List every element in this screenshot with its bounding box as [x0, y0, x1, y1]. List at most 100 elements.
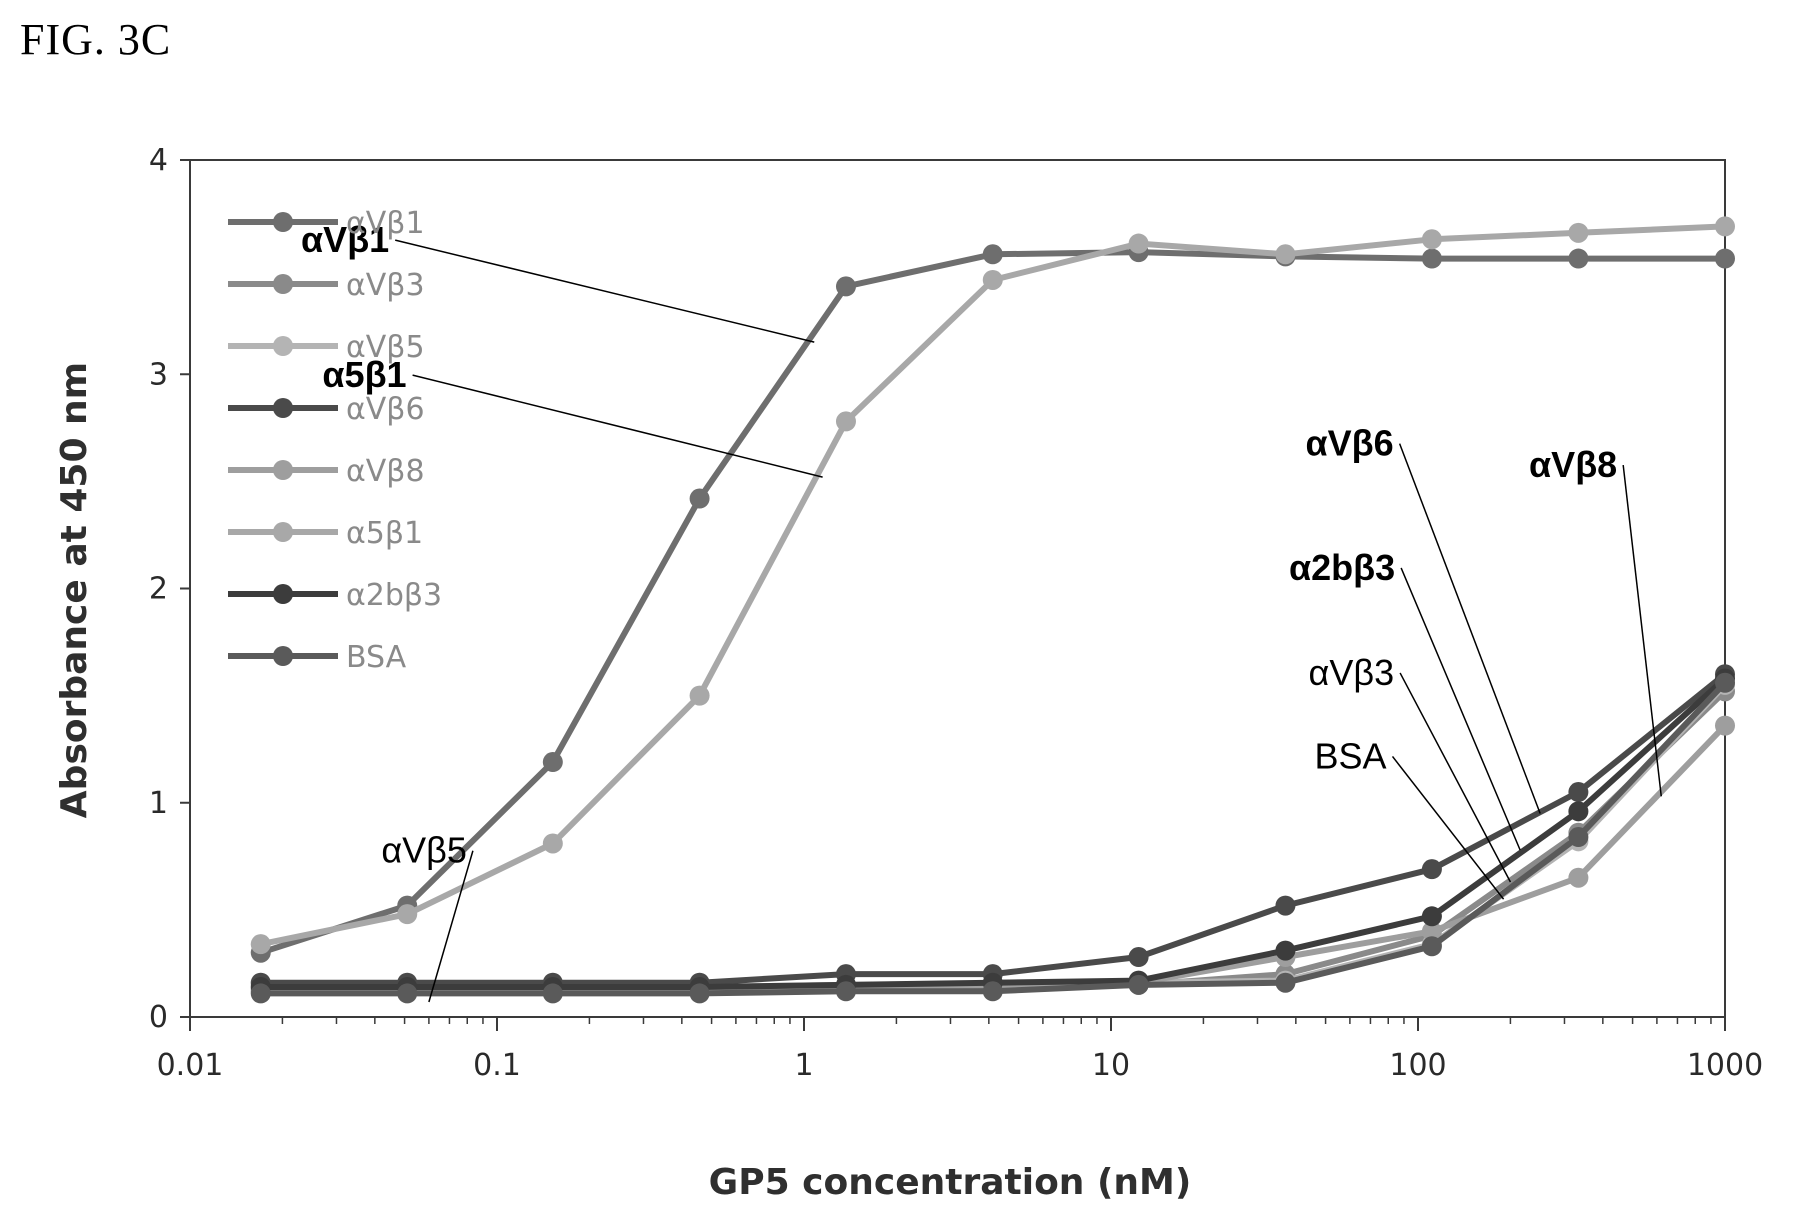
x-tick-label: 1000 [1687, 1048, 1763, 1083]
callout: αVβ5 [381, 830, 474, 1003]
callout-leader-line [412, 374, 823, 478]
callout-leader-line [1398, 443, 1541, 814]
data-point [1128, 233, 1149, 254]
legend-label: αVβ1 [346, 206, 425, 241]
figure-label: FIG. 3C [20, 15, 172, 64]
callout: αVβ8 [1529, 444, 1663, 797]
data-point [1421, 859, 1442, 880]
callout-leader-line [1400, 567, 1521, 851]
legend-item: αVβ5 [228, 330, 425, 365]
series-lines [250, 216, 1735, 1004]
callout-label: α5β1 [322, 354, 406, 395]
callout-label: αVβ6 [1305, 423, 1393, 464]
legend-label: αVβ6 [346, 392, 425, 427]
y-axis-title: Absorbance at 450 nm [54, 362, 95, 818]
data-point [689, 685, 710, 706]
data-point [1715, 216, 1735, 237]
data-point [1715, 248, 1735, 269]
legend-label: α5β1 [346, 516, 423, 551]
y-tick-label: 1 [149, 786, 168, 821]
legend-item: BSA [228, 640, 407, 675]
legend-swatch-marker [273, 398, 293, 418]
series-line [260, 680, 1728, 997]
data-point [1568, 801, 1589, 822]
legend-swatch-marker [273, 212, 293, 232]
axis-ticks: 0 1 2 3 4 0.01 0.1 1 10 100 1000 [149, 143, 1763, 1083]
data-point [1421, 921, 1442, 942]
series-line [259, 249, 1725, 956]
data-point [689, 983, 710, 1004]
y-tick-label: 0 [149, 1000, 168, 1035]
callout-label: α2bβ3 [1289, 547, 1395, 588]
x-tick-label: 0.01 [157, 1048, 224, 1083]
callout-label: αVβ1 [301, 219, 389, 260]
data-point [542, 833, 563, 854]
callout-label: αVβ3 [1309, 652, 1395, 693]
data-point [1128, 947, 1149, 968]
callout: α5β1 [322, 354, 823, 478]
legend-swatch-marker [273, 336, 293, 356]
data-point [982, 981, 1003, 1002]
legend-swatch-marker [273, 646, 293, 666]
data-point [1715, 715, 1735, 736]
data-point [1275, 940, 1296, 961]
data-point [1421, 229, 1442, 250]
data-point [1715, 672, 1735, 693]
legend-swatch-marker [273, 274, 293, 294]
data-point [1275, 972, 1296, 993]
legend-item: αVβ8 [228, 454, 425, 489]
data-point [1568, 782, 1589, 803]
data-point [1568, 827, 1589, 848]
legend-item: αVβ6 [228, 392, 425, 427]
legend-item: α5β1 [228, 516, 423, 551]
callout: αVβ3 [1309, 652, 1512, 883]
data-point [689, 488, 710, 509]
callout-leader-line [1622, 465, 1663, 797]
callout: α2bβ3 [1289, 547, 1521, 851]
y-tick-label: 4 [149, 143, 168, 178]
legend-label: αVβ3 [346, 268, 425, 303]
legend-swatch-marker [273, 460, 293, 480]
legend-item: αVβ1 [228, 206, 425, 241]
x-tick-label: 0.1 [473, 1048, 521, 1083]
series-3 [250, 674, 1735, 998]
legend-item: αVβ3 [228, 268, 425, 303]
data-point [1568, 248, 1589, 269]
callout-leader-line [1399, 672, 1512, 883]
x-tick-label: 100 [1389, 1048, 1446, 1083]
annotations: αVβ1 α5β1 αVβ5 αVβ6 α2bβ3 αVβ3 BSA αVβ8 [301, 219, 1663, 1003]
data-point [982, 244, 1003, 265]
callout-label: BSA [1314, 735, 1386, 776]
series-4 [250, 664, 1735, 993]
series-8 [250, 672, 1735, 1004]
legend-item: α2bβ3 [228, 578, 442, 613]
data-point [1421, 936, 1442, 957]
data-point [542, 752, 563, 773]
series-line [260, 689, 1728, 995]
legend-swatch-marker [273, 522, 293, 542]
data-point [835, 276, 856, 297]
x-tick-label: 10 [1092, 1048, 1130, 1083]
legend: αVβ1 αVβ3 αVβ5 αVβ6 αVβ8 α5β1 α2bβ3 BSA [228, 206, 442, 675]
legend-swatch-marker [273, 584, 293, 604]
y-tick-label: 3 [149, 357, 168, 392]
data-point [1275, 895, 1296, 916]
data-point [1421, 248, 1442, 269]
data-point [397, 983, 418, 1004]
data-point [250, 934, 271, 955]
data-point [1568, 867, 1589, 888]
x-axis-title: GP5 concentration (nM) [709, 1162, 1192, 1203]
callout-leader-line [1391, 756, 1505, 900]
data-point [1421, 906, 1442, 927]
callout: αVβ6 [1305, 423, 1541, 814]
legend-label: α2bβ3 [346, 578, 442, 613]
data-point [982, 269, 1003, 290]
data-point [1568, 222, 1589, 243]
callout: αVβ1 [301, 219, 815, 343]
y-tick-label: 2 [149, 572, 168, 607]
data-point [250, 983, 271, 1004]
data-point [835, 411, 856, 432]
series-6 [250, 216, 1735, 955]
callout-leader-line [428, 850, 474, 1003]
